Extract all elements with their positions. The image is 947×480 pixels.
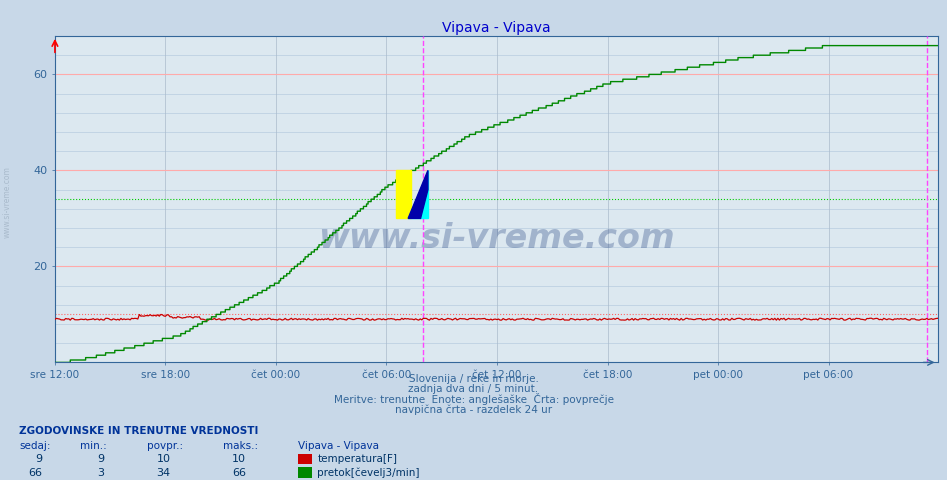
Text: zadnja dva dni / 5 minut.: zadnja dva dni / 5 minut. [408, 384, 539, 394]
Text: temperatura[F]: temperatura[F] [317, 454, 397, 464]
Text: Meritve: trenutne  Enote: anglešaške  Črta: povprečje: Meritve: trenutne Enote: anglešaške Črta… [333, 393, 614, 405]
Text: povpr.:: povpr.: [147, 441, 183, 451]
Polygon shape [408, 170, 428, 218]
Bar [396, 170, 411, 218]
Text: maks.:: maks.: [223, 441, 258, 451]
Text: 66: 66 [232, 468, 246, 478]
Text: 9: 9 [35, 454, 43, 464]
Text: ZGODOVINSKE IN TRENUTNE VREDNOSTI: ZGODOVINSKE IN TRENUTNE VREDNOSTI [19, 426, 259, 436]
Text: 34: 34 [156, 468, 170, 478]
Text: 10: 10 [232, 454, 246, 464]
Text: min.:: min.: [80, 441, 107, 451]
Text: 66: 66 [28, 468, 43, 478]
Text: www.si-vreme.com: www.si-vreme.com [3, 166, 12, 238]
Text: Slovenija / reke in morje.: Slovenija / reke in morje. [408, 373, 539, 384]
Text: Vipava - Vipava: Vipava - Vipava [298, 441, 380, 451]
Title: Vipava - Vipava: Vipava - Vipava [442, 21, 550, 35]
Text: navpična črta - razdelek 24 ur: navpična črta - razdelek 24 ur [395, 405, 552, 415]
Text: 10: 10 [156, 454, 170, 464]
Text: 3: 3 [98, 468, 104, 478]
Text: pretok[čevelj3/min]: pretok[čevelj3/min] [317, 467, 420, 478]
Polygon shape [408, 170, 428, 218]
Text: www.si-vreme.com: www.si-vreme.com [318, 222, 674, 255]
Text: 9: 9 [97, 454, 104, 464]
Text: sedaj:: sedaj: [19, 441, 50, 451]
